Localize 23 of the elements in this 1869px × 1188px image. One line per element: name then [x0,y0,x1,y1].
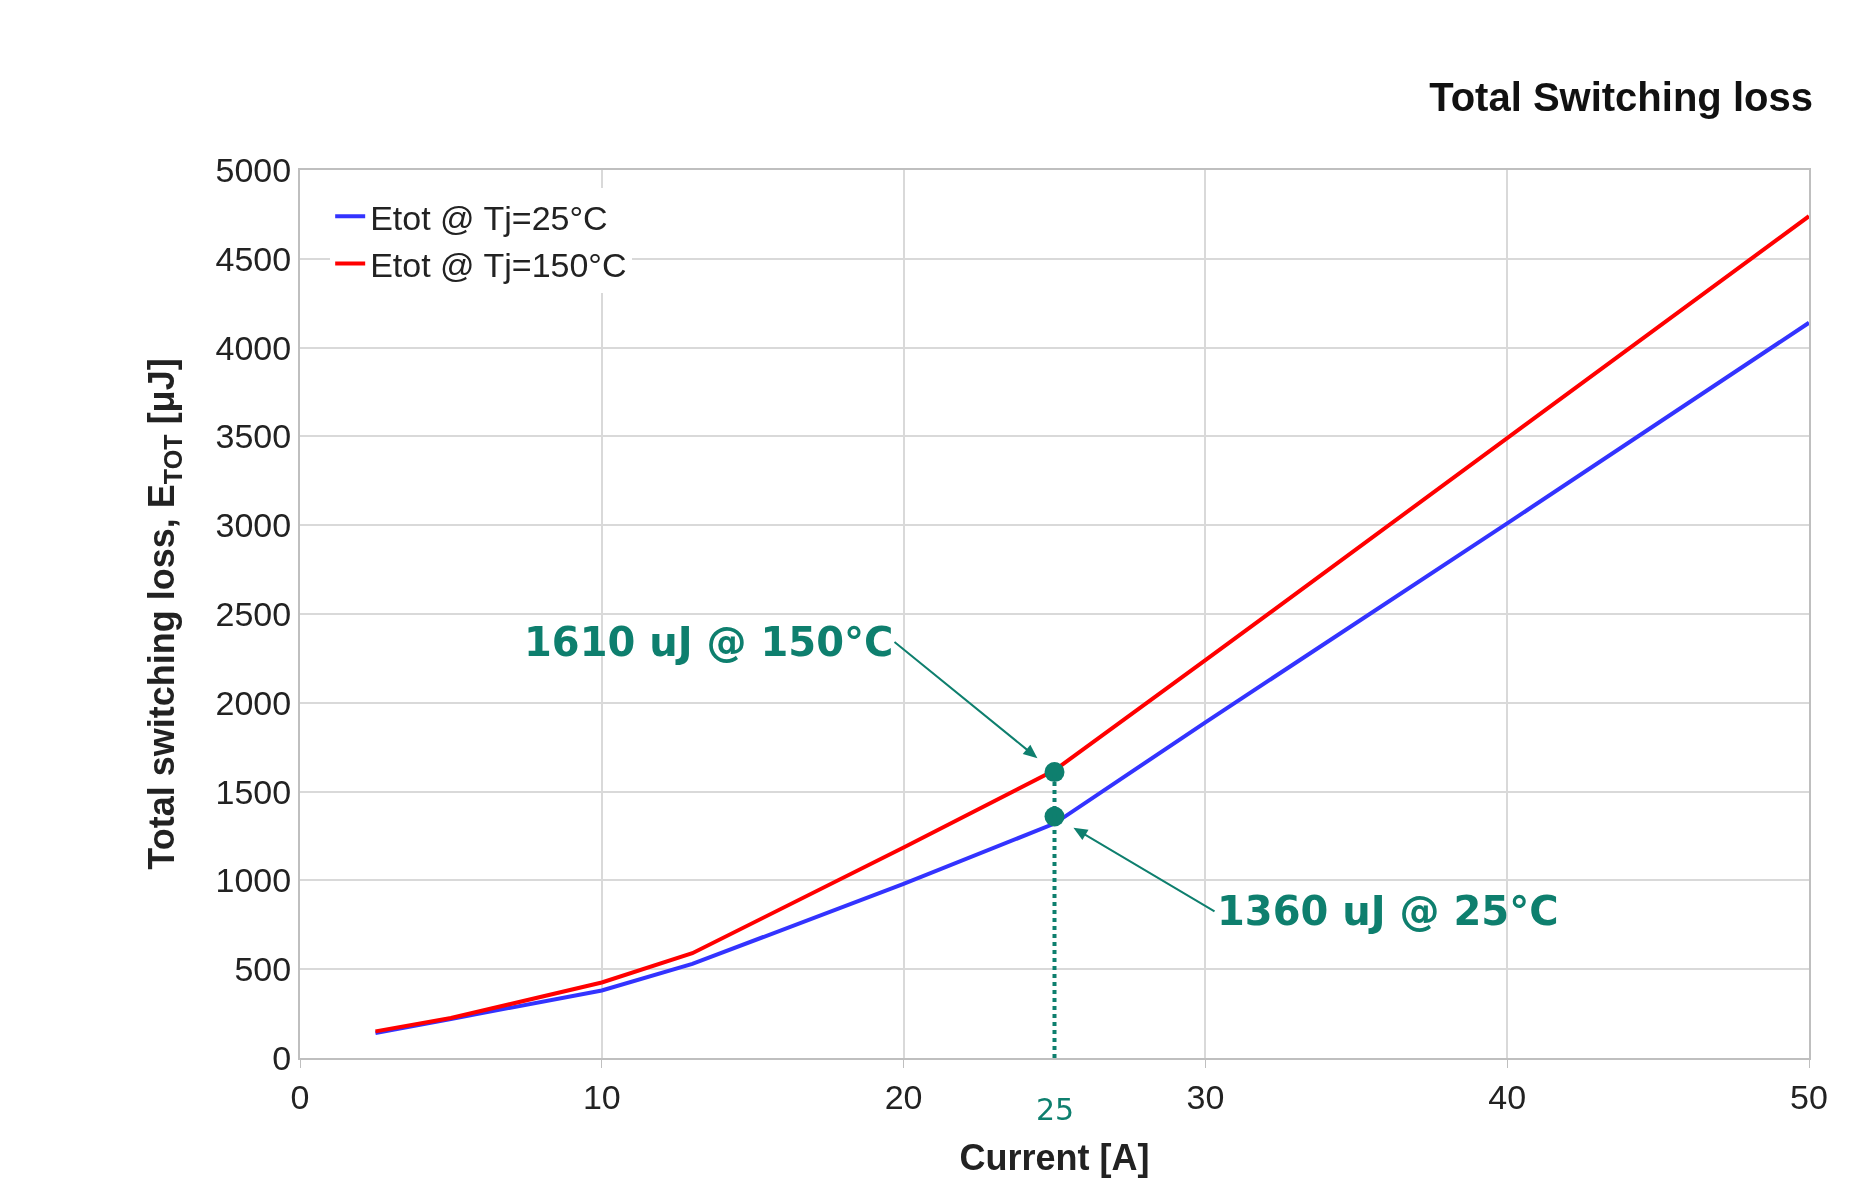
y-tick-label: 2500 [215,594,292,633]
y-tick-label: 0 [272,1038,292,1077]
ref-line-label: 25 [1036,1092,1075,1127]
legend-label: Etot @ Tj=150°C [370,245,627,284]
x-axis-title: Current [A] [959,1137,1150,1178]
annotation: 1610 uJ @ 150°C [524,619,894,665]
y-tick-label: 500 [234,950,292,989]
annotation: 1360 uJ @ 25°C [1217,888,1559,934]
y-tick-label: 1500 [215,772,292,811]
x-tick-label: 20 [884,1077,923,1116]
y-tick-label: 3000 [215,506,292,545]
x-tick-label: 10 [582,1077,621,1116]
y-tick-label: 5000 [215,150,292,189]
y-tick-label: 1000 [215,861,292,900]
legend-label: Etot @ Tj=25°C [370,198,608,237]
y-tick-label: 2000 [215,683,292,722]
y-tick-label: 4000 [215,328,292,367]
chart-title: Total Switching loss [1429,75,1813,120]
y-tick-label: 4500 [215,239,292,278]
x-tick-label: 30 [1186,1077,1225,1116]
x-tick-label: 40 [1488,1077,1527,1116]
y-tick-label: 3500 [215,417,292,456]
x-tick-label: 50 [1790,1077,1828,1116]
